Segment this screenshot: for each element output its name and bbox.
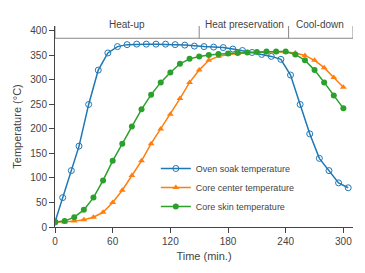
svg-text:300: 300 (335, 236, 352, 247)
svg-text:240: 240 (277, 236, 294, 247)
svg-text:250: 250 (30, 99, 47, 110)
svg-text:Core center temperature: Core center temperature (196, 183, 294, 193)
svg-text:Heat-up: Heat-up (109, 19, 145, 30)
svg-text:350: 350 (30, 50, 47, 61)
svg-text:50: 50 (36, 197, 48, 208)
svg-text:120: 120 (162, 236, 179, 247)
svg-text:100: 100 (30, 172, 47, 183)
svg-text:Cool-down: Cool-down (296, 19, 344, 30)
svg-text:Temperature (°C): Temperature (°C) (11, 84, 23, 168)
svg-text:Oven soak temperature: Oven soak temperature (196, 164, 290, 174)
svg-text:150: 150 (30, 148, 47, 159)
svg-text:Core skin temperature: Core skin temperature (196, 202, 285, 212)
svg-text:0: 0 (52, 236, 58, 247)
svg-text:60: 60 (107, 236, 119, 247)
svg-text:400: 400 (30, 25, 47, 36)
svg-text:Heat preservation: Heat preservation (205, 19, 284, 30)
svg-text:0: 0 (41, 222, 47, 233)
svg-text:Time (min.): Time (min.) (176, 250, 231, 262)
svg-text:180: 180 (220, 236, 237, 247)
svg-text:300: 300 (30, 74, 47, 85)
svg-text:200: 200 (30, 123, 47, 134)
